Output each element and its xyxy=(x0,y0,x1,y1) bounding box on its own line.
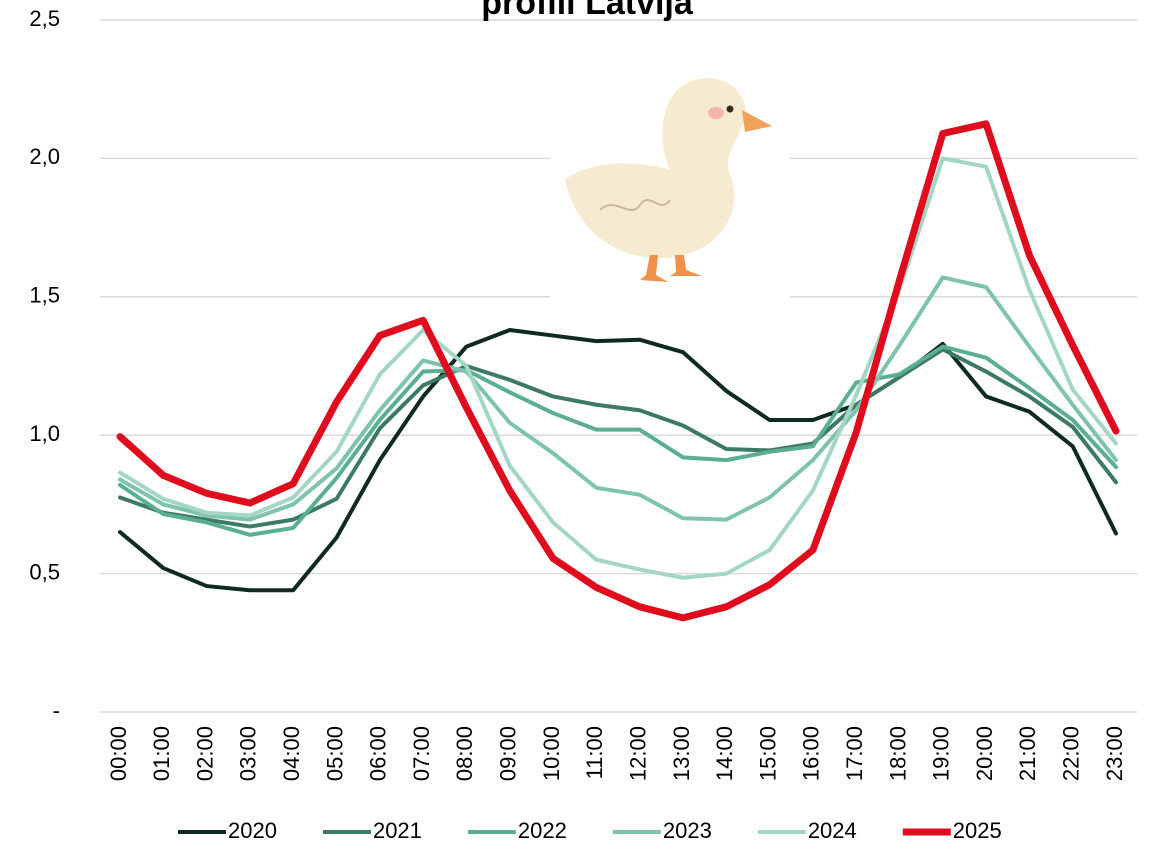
series-line xyxy=(118,344,1118,537)
y-tick-label: 0,5 xyxy=(29,559,60,584)
y-tick-label: 1,0 xyxy=(29,421,60,446)
x-tick-label: 18:00 xyxy=(885,726,910,781)
y-tick-label: - xyxy=(53,698,60,723)
y-tick-label: 2,5 xyxy=(29,6,60,31)
grid: - 0,5 1,0 1,5 2,0 2,5 00:00 01:00 02:00 03:00 04:0… xyxy=(29,6,1137,781)
x-tick-label: 13:00 xyxy=(669,726,694,781)
chart-title: profili Latvija xyxy=(481,0,694,22)
series-line xyxy=(116,120,1120,622)
x-tick-label: 02:00 xyxy=(192,726,217,781)
x-tick-label: 09:00 xyxy=(496,726,521,781)
y-tick-label: 2,0 xyxy=(29,144,60,169)
x-tick-label: 05:00 xyxy=(322,726,347,781)
x-tick-label: 10:00 xyxy=(539,726,564,781)
x-tick-label: 03:00 xyxy=(236,726,261,781)
x-tick-label: 21:00 xyxy=(1015,726,1040,781)
x-tick-label: 11:00 xyxy=(582,726,607,779)
series-line xyxy=(118,156,1118,580)
x-tick-label: 06:00 xyxy=(366,726,391,781)
x-tick-label: 12:00 xyxy=(625,726,650,781)
x-tick-label: 19:00 xyxy=(929,726,954,781)
legend-label: 2023 xyxy=(663,818,712,843)
lines: 2020 2021 2022 2023 2024 2025 xyxy=(116,120,1120,843)
x-tick-label: 16:00 xyxy=(799,726,824,781)
duck-illustration xyxy=(550,60,790,300)
legend-label: 2024 xyxy=(808,818,857,843)
x-tick-label: 00:00 xyxy=(106,726,131,781)
y-tick-label: 1,5 xyxy=(29,283,60,308)
x-tick-label: 20:00 xyxy=(972,726,997,781)
x-tick-label: 17:00 xyxy=(842,726,867,781)
legend-label: 2025 xyxy=(953,818,1002,843)
x-tick-label: 22:00 xyxy=(1059,726,1084,781)
legend-label: 2022 xyxy=(518,818,567,843)
legend-label: 2020 xyxy=(228,818,277,843)
x-tick-label: 14:00 xyxy=(712,726,737,781)
legend-label: 2021 xyxy=(373,818,422,843)
series-line xyxy=(118,347,1118,529)
series-line xyxy=(118,328,1118,593)
x-tick-label: 08:00 xyxy=(452,726,477,781)
x-tick-label: 15:00 xyxy=(755,726,780,781)
series-line xyxy=(118,275,1118,522)
x-tick-label: 04:00 xyxy=(279,726,304,781)
x-tick-label: 23:00 xyxy=(1102,726,1127,781)
x-tick-label: 01:00 xyxy=(149,726,174,781)
x-tick-label: 07:00 xyxy=(409,726,434,781)
